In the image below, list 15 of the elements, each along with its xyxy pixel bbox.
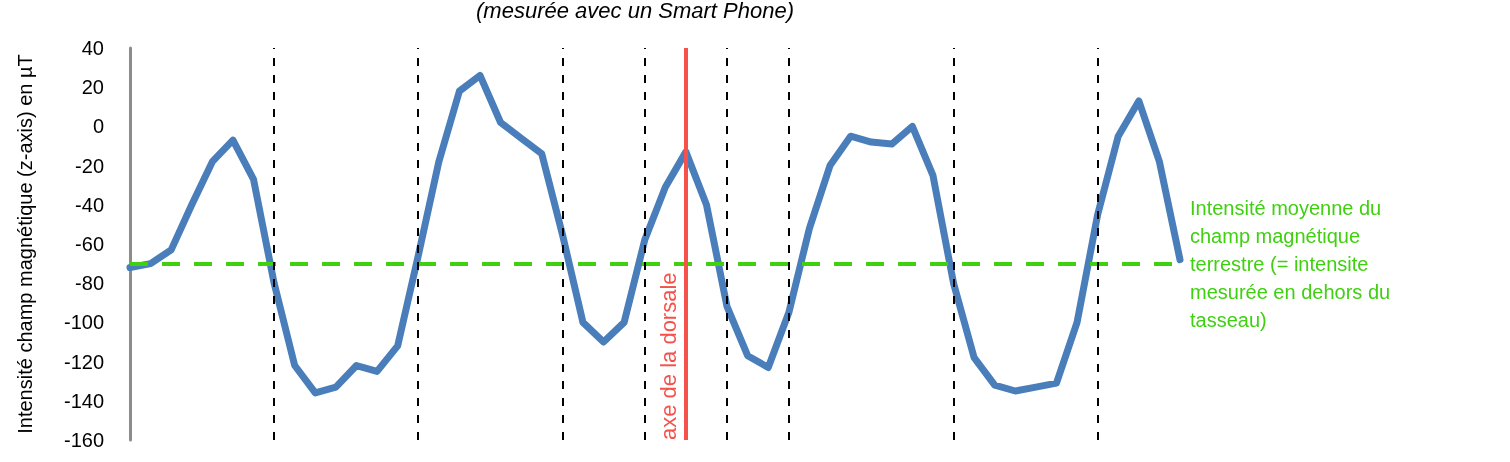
y-tick-label: 0 [92,115,104,138]
ref-line-label: Intensité moyenne du champ magnétique terrestre (= intensite mesurée en dehors du tasseau) [1190,196,1396,331]
y-tick-label: -20 [75,154,104,177]
y-tick-label: 20 [81,76,104,99]
y-tick-label: -80 [75,272,104,295]
y-tick-label: -60 [75,233,104,255]
y-tick-label: -140 [63,389,104,412]
y-tick-label: -40 [75,193,104,216]
y-tick-label: -100 [63,311,104,334]
y-tick-label: -160 [63,429,104,451]
annotation: axe de la dorsale [656,272,682,440]
y-tick-label: -120 [63,350,104,373]
y-tick-label: 40 [81,37,104,59]
y-axis-title: Intensité champ magnétique (z-axis) en µT [14,54,36,434]
chart-title: (mesurée avec un Smart Phone) [476,0,794,23]
